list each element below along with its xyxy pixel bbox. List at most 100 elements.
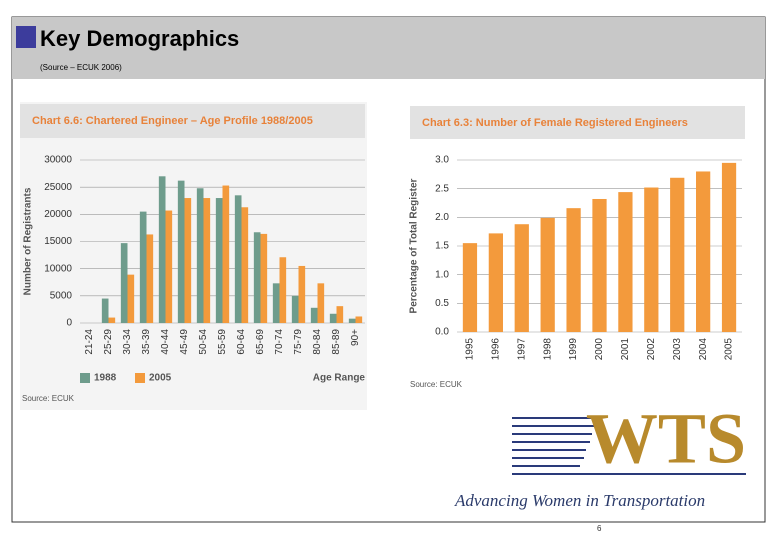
- bar: [253, 232, 261, 323]
- bar: [336, 306, 344, 323]
- y-axis-label: Number of Registrants: [23, 187, 34, 295]
- x-tick-label: 55-59: [217, 329, 228, 355]
- y-tick-label: 15000: [44, 236, 72, 247]
- x-tick-label: 25-29: [103, 329, 114, 355]
- bar: [108, 317, 116, 323]
- bar: [222, 185, 230, 323]
- x-tick-label: 60-64: [236, 329, 247, 355]
- bar: [310, 307, 318, 323]
- x-tick-label: 75-79: [293, 329, 304, 355]
- x-tick-label: 2003: [672, 338, 683, 361]
- legend-label: 1988: [94, 373, 117, 384]
- bar: [120, 243, 128, 323]
- chart-panel: [20, 102, 367, 410]
- x-tick-label: 90+: [350, 329, 361, 346]
- bar: [348, 318, 356, 323]
- bar: [696, 171, 711, 332]
- y-tick-label: 5000: [50, 290, 73, 301]
- x-tick-label: 1997: [516, 338, 527, 361]
- bar: [260, 233, 268, 323]
- x-tick-label: 2005: [724, 338, 735, 361]
- bar: [592, 198, 607, 332]
- logo-tagline: Advancing Women in Transportation: [454, 491, 705, 510]
- bar: [127, 274, 135, 323]
- chart-title: Chart 6.6: Chartered Engineer – Age Prof…: [32, 115, 313, 127]
- x-tick-label: 30-34: [122, 329, 133, 355]
- bar: [177, 180, 185, 323]
- bar: [670, 177, 685, 332]
- x-tick-label: 85-89: [331, 329, 342, 355]
- legend-swatch: [135, 373, 145, 383]
- logo-mark: WTS: [586, 399, 746, 479]
- bar: [291, 295, 299, 323]
- y-tick-label: 10000: [44, 263, 72, 274]
- y-tick-label: 1.0: [435, 269, 449, 280]
- y-tick-label: 25000: [44, 182, 72, 193]
- x-tick-label: 40-44: [160, 329, 171, 355]
- x-tick-label: 1999: [568, 338, 579, 361]
- bar: [298, 265, 306, 323]
- x-tick-label: 1996: [491, 338, 502, 361]
- bar: [355, 316, 363, 323]
- bar: [721, 162, 737, 332]
- bar: [184, 198, 192, 323]
- x-tick-label: 50-54: [198, 329, 209, 355]
- bar: [272, 283, 280, 323]
- x-tick-label: 2000: [594, 338, 605, 361]
- bar: [540, 217, 555, 332]
- x-tick-label: 2004: [698, 338, 709, 361]
- bar: [241, 207, 249, 323]
- x-tick-label: 35-39: [141, 329, 152, 355]
- y-tick-label: 0: [66, 318, 72, 329]
- bar: [462, 243, 478, 332]
- x-tick-label: 1995: [465, 338, 476, 361]
- x-tick-label: 45-49: [179, 329, 190, 355]
- header-subtitle: (Source – ECUK 2006): [40, 63, 122, 72]
- y-tick-label: 30000: [44, 155, 72, 166]
- x-tick-label: 2002: [646, 338, 657, 361]
- bar: [203, 198, 211, 323]
- x-tick-label: 80-84: [312, 329, 323, 355]
- bar: [279, 257, 287, 323]
- y-tick-label: 0.5: [435, 298, 449, 309]
- x-tick-label: 70-74: [274, 329, 285, 355]
- bar: [196, 188, 204, 323]
- x-axis-label: Age Range: [313, 373, 366, 384]
- bar: [165, 210, 173, 323]
- bar: [644, 187, 659, 332]
- x-tick-label: 65-69: [255, 329, 266, 355]
- y-tick-label: 20000: [44, 209, 72, 220]
- header-square: [16, 26, 36, 48]
- chart-source: Source: ECUK: [410, 380, 463, 389]
- bar: [329, 313, 337, 323]
- bar: [139, 211, 147, 323]
- bar: [101, 298, 109, 323]
- legend-swatch: [80, 373, 90, 383]
- header-band: [12, 17, 765, 79]
- bar: [618, 192, 633, 332]
- bar: [158, 176, 166, 323]
- chart-title-band: [410, 106, 745, 139]
- y-tick-label: 3.0: [435, 155, 449, 166]
- bar: [317, 283, 325, 323]
- legend-label: 2005: [149, 373, 172, 384]
- y-tick-label: 2.0: [435, 212, 449, 223]
- x-tick-label: 1998: [542, 338, 553, 361]
- y-tick-label: 1.5: [435, 241, 449, 252]
- chart-title: Chart 6.3: Number of Female Registered E…: [422, 117, 688, 129]
- page-number: 6: [597, 524, 602, 533]
- chart-title-band: [20, 104, 365, 138]
- bar: [488, 233, 503, 332]
- y-tick-label: 2.5: [435, 183, 449, 194]
- header-title: Key Demographics: [40, 26, 239, 51]
- logo-lines: [512, 417, 746, 475]
- bar: [146, 234, 154, 323]
- bar: [215, 198, 223, 323]
- x-tick-label: 2001: [620, 338, 631, 361]
- y-tick-label: 0.0: [435, 327, 449, 338]
- bar: [234, 195, 242, 323]
- bar: [566, 208, 581, 332]
- chart-source: Source: ECUK: [22, 394, 75, 403]
- y-axis-label: Percentage of Total Register: [409, 178, 420, 313]
